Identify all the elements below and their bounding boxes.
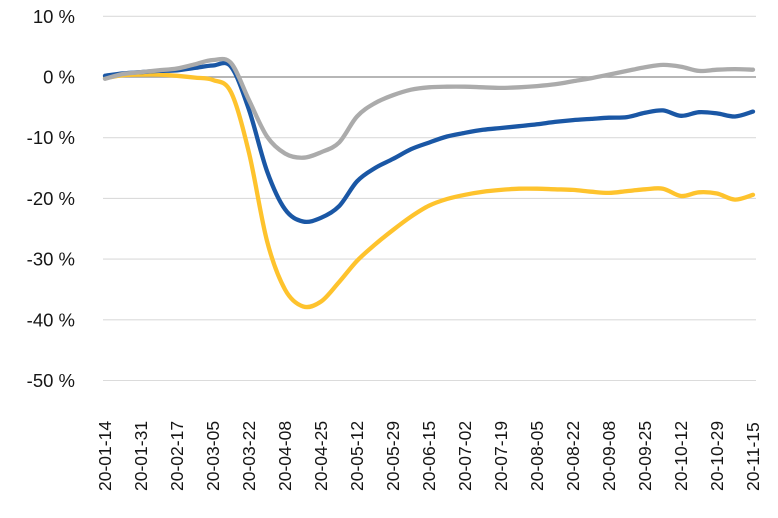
series-yellow-line [102,72,756,310]
x-axis-tick-label: 20-07-19 [491,421,511,491]
x-axis-tick-label: 20-04-08 [275,421,295,491]
y-axis-tick-label: -50 % [27,370,75,391]
x-axis-tick-label: 20-08-22 [563,421,583,491]
x-axis-tick-label: 20-03-22 [239,421,259,491]
y-axis-tick-label: -20 % [27,188,75,209]
x-axis-tick-label: 20-10-12 [671,421,691,491]
series-blue-line [102,60,756,225]
x-axis-tick-label: 20-07-02 [455,421,475,491]
x-axis-tick-label: 20-04-25 [311,421,331,491]
y-axis-tick-label: -30 % [27,249,75,270]
x-axis-tick-label: 20-05-12 [347,421,367,491]
x-axis-tick-label: 20-01-14 [95,421,115,491]
x-axis-tick-label: 20-10-29 [707,421,727,491]
x-axis-tick-label: 20-06-15 [419,421,439,491]
y-axis-tick-label: 10 % [33,6,75,27]
x-axis-tick-label: 20-11-15 [743,422,763,491]
series-gray-line [102,56,756,160]
y-axis-tick-label: 0 % [43,67,75,88]
x-axis-tick-label: 20-09-25 [635,421,655,491]
x-axis-tick-label: 20-03-05 [203,421,223,491]
x-axis-tick-label: 20-05-29 [383,421,403,491]
x-axis-tick-label: 20-08-05 [527,421,547,491]
x-axis-tick-label: 20-09-08 [599,421,619,491]
x-axis-tick-label: 20-01-31 [131,421,151,491]
y-axis-tick-label: -10 % [27,127,75,148]
y-axis-tick-label: -40 % [27,309,75,330]
x-axis-tick-label: 20-02-17 [167,421,187,491]
